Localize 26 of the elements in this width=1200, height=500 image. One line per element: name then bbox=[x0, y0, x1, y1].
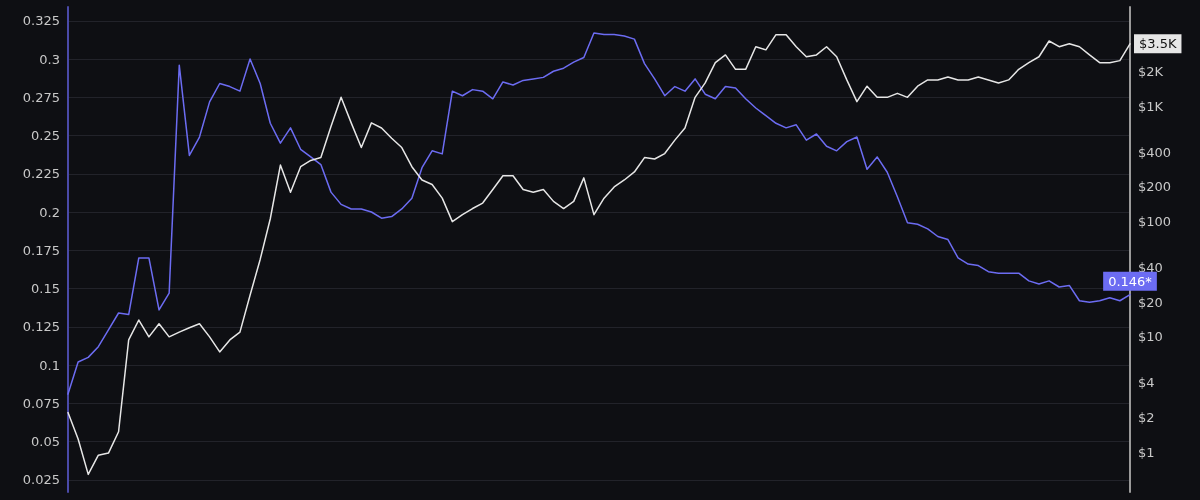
y2-tick-label: $40 bbox=[1138, 259, 1163, 275]
y-tick-label: 0.25 bbox=[31, 128, 60, 144]
y-tick-label: 0.075 bbox=[22, 395, 60, 411]
y-tick-label: 0.15 bbox=[31, 281, 60, 297]
data-label: $3.5K bbox=[1139, 36, 1177, 52]
y-tick-label: 0.325 bbox=[22, 13, 60, 29]
y-tick-label: 0.1 bbox=[39, 357, 60, 373]
y2-tick-label: $20 bbox=[1138, 294, 1163, 310]
y-tick-label: 0.175 bbox=[22, 242, 60, 258]
y-tick-label: 0.3 bbox=[39, 51, 60, 67]
y-tick-label: 0.05 bbox=[31, 434, 60, 450]
y2-tick-label: $10 bbox=[1138, 329, 1163, 345]
y2-tick-label: $200 bbox=[1138, 179, 1172, 195]
y2-tick-label: $100 bbox=[1138, 214, 1172, 230]
y-tick-label: 0.225 bbox=[22, 166, 60, 182]
y-tick-label: 0.2 bbox=[39, 204, 60, 220]
y2-tick-label: $2 bbox=[1138, 409, 1155, 425]
y2-tick-label: $2K bbox=[1138, 64, 1164, 80]
y2-tick-label: $4 bbox=[1138, 375, 1155, 391]
data-label: 0.146* bbox=[1108, 273, 1153, 289]
y2-tick-label: $400 bbox=[1138, 144, 1172, 160]
y-tick-label: 0.025 bbox=[22, 472, 60, 488]
y2-tick-label: $1 bbox=[1138, 444, 1155, 460]
y-tick-label: 0.125 bbox=[22, 319, 60, 335]
y-tick-label: 0.275 bbox=[22, 89, 60, 105]
y2-tick-label: $1K bbox=[1138, 98, 1164, 114]
